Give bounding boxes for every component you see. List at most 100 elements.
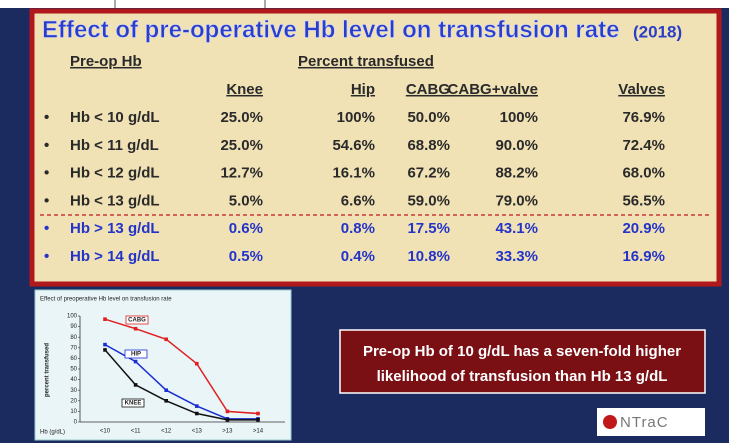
y-tick-label: 60 [70,356,77,362]
point [164,388,168,392]
cell: 72.4% [622,137,665,154]
series-label: KNEE [125,401,142,407]
column-header: CABG [406,81,450,98]
inset-chart [34,289,292,441]
bullet: • [44,137,49,154]
row-label: Hb > 13 g/dL [70,220,160,237]
callout-line: likelihood of transfusion than Hb 13 g/d… [377,368,668,385]
point [133,359,138,364]
cell: 25.0% [220,137,263,154]
column-header: CABG+valve [448,81,538,98]
cell: 90.0% [495,137,538,154]
bullet: • [44,165,49,182]
series-label: CABG [128,318,146,324]
y-tick-label: 40 [70,377,77,383]
point [256,411,260,416]
point [164,399,168,403]
series-label-box [121,398,145,408]
bullet: • [44,248,49,265]
series-line [104,343,258,420]
y-axis-label: percent transfused [45,343,51,397]
point [103,317,107,321]
bullet: • [44,192,49,209]
cell: 0.6% [229,220,263,237]
bullet: • [44,109,49,126]
point [195,411,199,416]
callout-line: Pre-op Hb of 10 g/dL has a seven-fold hi… [363,343,681,360]
x-tick-label: >13 [222,429,233,435]
callout-box [339,329,706,394]
x-tick-label: <13 [192,429,203,435]
y-tick-label: 70 [70,345,77,351]
cell: 5.0% [229,192,263,209]
cell: 16.1% [332,165,375,182]
series-line [104,318,259,415]
row-label: Hb < 10 g/dL [70,109,160,126]
cell: 54.6% [332,137,375,154]
x-tick-label: <10 [100,429,111,435]
cell: 68.8% [407,137,450,154]
x-tick-label: <12 [161,429,172,435]
table-panel [29,8,722,287]
logo-text: NTraC [620,414,669,431]
cell: 0.8% [341,220,375,237]
cell: 100% [337,109,375,126]
x-tick-label: >14 [253,429,264,435]
y-tick-label: 20 [70,398,77,404]
series-line [104,349,258,421]
cell: 68.0% [622,165,665,182]
bullet: • [44,220,49,237]
series-label: HIP [131,352,141,358]
y-tick-label: 50 [70,367,77,373]
cell: 100% [500,109,538,126]
point [225,418,230,422]
point [133,383,138,387]
cell: 25.0% [220,109,263,126]
cell: 56.5% [622,192,665,209]
group-header: Percent transfused [298,53,434,70]
point [164,337,168,342]
point [103,342,107,347]
x-tick-label: <11 [131,429,141,435]
slide-year: (2018) [633,22,682,41]
chart: Effect of preoperative Hb level on trans… [40,297,285,436]
table: Pre-op Hb Percent transfused Knee Hip CABGCA… [44,53,665,265]
cell: 67.2% [407,165,450,182]
y-tick-label: 0 [74,420,78,426]
y-tick-label: 90 [70,324,77,330]
y-tick-label: 80 [70,335,77,341]
x-axis-label: Hb (g/dL) [40,430,65,436]
column-header: Hip [351,81,375,98]
cell: 43.1% [495,220,538,237]
column-header: Valves [618,81,665,98]
point [195,404,199,408]
group-header: Pre-op Hb [70,53,142,70]
point [225,409,230,414]
cell: 17.5% [407,220,450,237]
logo-icon [603,415,617,429]
row-label: Hb < 13 g/dL [70,192,160,209]
cell: 59.0% [407,192,450,209]
point [195,361,199,366]
series-label-box [124,349,148,359]
cell: 16.9% [622,248,665,265]
cell: 88.2% [495,165,538,182]
cell: 76.9% [622,109,665,126]
cell: 0.4% [341,248,375,265]
cell: 33.3% [495,248,538,265]
slide-title: Effect of pre-operative Hb level on tran… [42,16,619,43]
y-tick-label: 10 [70,409,77,415]
y-tick-label: 30 [70,388,77,394]
column-header: Knee [226,81,263,98]
cell: 79.0% [495,192,538,209]
series-label-box [125,315,149,325]
point [256,418,260,422]
row-label: Hb < 11 g/dL [70,137,159,154]
point [133,326,138,331]
cell: 6.6% [341,192,375,209]
chart-title: Effect of preoperative Hb level on trans… [40,297,172,303]
top-strip [0,0,729,8]
cell: 0.5% [229,248,263,265]
row-label: Hb > 14 g/dL [70,248,160,265]
